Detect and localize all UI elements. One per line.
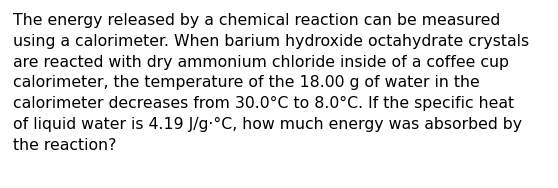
Text: The energy released by a chemical reaction can be measured
using a calorimeter. : The energy released by a chemical reacti… xyxy=(13,13,529,153)
